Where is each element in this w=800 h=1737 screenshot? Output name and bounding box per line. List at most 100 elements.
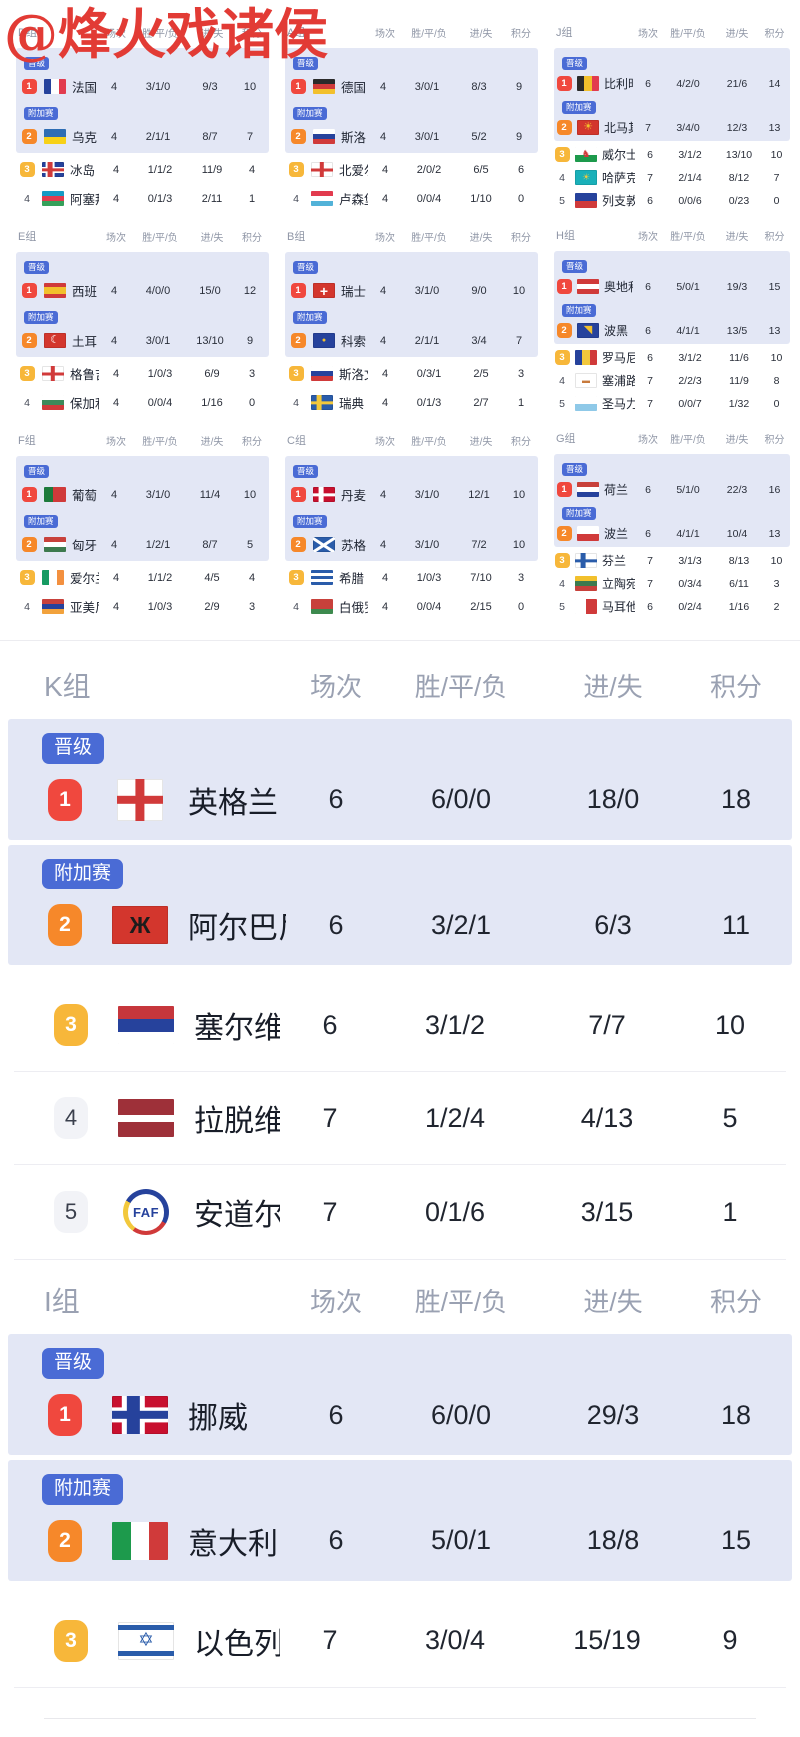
team-row[interactable]: 2 斯洛伐克 4 3/0/1 5/2 9	[287, 122, 536, 151]
team-name: 北爱尔兰	[339, 164, 368, 178]
status-badge-row: 晋级	[556, 457, 788, 478]
stat-points: 11	[721, 909, 751, 940]
team-row[interactable]: 2 匈牙利 4 1/2/1 8/7 5	[18, 530, 267, 559]
team-row[interactable]: 2 苏格兰 4 3/1/0 7/2 10	[287, 530, 536, 559]
group-label: F组	[18, 435, 36, 447]
column-header-games: 场次	[106, 232, 126, 244]
team-row[interactable]: 4 卢森堡 4 0/0/4 1/10 0	[285, 184, 538, 213]
team-row[interactable]: 5 FAF 安道尔 7 0/1/6 3/15 1	[14, 1165, 786, 1259]
team-row[interactable]: 2 ◥ 波黑 6 4/1/1 13/5 13	[556, 319, 788, 342]
stat-games: 6	[645, 527, 651, 540]
stat-games: 6	[645, 483, 651, 496]
team-row[interactable]: 3 ✡ 以色列 7 3/0/4 15/19 9	[14, 1595, 786, 1687]
team-row[interactable]: 4 立陶宛 7 0/3/4 6/11 3	[554, 572, 790, 595]
rank-badge: 3	[288, 570, 304, 585]
team-row[interactable]: 1 挪威 6 6/0/0 29/3 18	[18, 1383, 782, 1451]
team-row[interactable]: 2Ж 阿尔巴尼亚 6 3/2/1 6/3 11	[18, 893, 782, 961]
flag-icon	[311, 191, 333, 206]
team-row[interactable]: 4 ☀ 哈萨克斯坦 7 2/1/4 8/12 7	[554, 166, 790, 189]
flag-cell	[307, 191, 337, 206]
column-header-wdl: 胜/平/负	[670, 28, 706, 40]
rank-badge: 1	[48, 778, 82, 821]
stat-games: 7	[322, 1625, 338, 1656]
flag-icon: ▬	[575, 373, 597, 388]
stat-games: 4	[379, 130, 387, 143]
team-row[interactable]: 3 罗马尼亚 6 3/1/2 11/6 10	[554, 346, 790, 369]
team-row[interactable]: 2 ● 科索沃 4 2/1/1 3/4 7	[287, 326, 536, 355]
rank-cell: 3	[287, 162, 305, 177]
team-row[interactable]: 3 爱尔兰 4 1/1/2 4/5 4	[16, 563, 269, 592]
stat-wdl: 0/1/3	[147, 192, 173, 205]
stat-goals: 1/16	[728, 600, 750, 613]
rank-cell: 5	[554, 396, 570, 411]
stat-wdl: 3/1/0	[414, 284, 440, 297]
team-row[interactable]: 1 法国 4 3/1/0 9/3 10	[18, 72, 267, 101]
team-row[interactable]: 1 + 瑞士 4 3/1/0 9/0 10	[287, 276, 536, 305]
stat-games: 7	[647, 374, 653, 387]
stat-games: 4	[381, 600, 389, 613]
team-row[interactable]: 3 北爱尔兰 4 2/0/2 6/5 6	[285, 155, 538, 184]
team-row[interactable]: 5 圣马力诺 7 0/0/7 1/32 0	[554, 392, 790, 415]
stat-points: 12	[243, 284, 257, 297]
stat-goals: 12/1	[468, 488, 490, 501]
status-badge-row: 晋级	[18, 1346, 782, 1383]
stat-goals: 11/9	[729, 374, 749, 387]
team-row[interactable]: 3 斯洛文尼亚 4 0/3/1 2/5 3	[285, 359, 538, 388]
stat-points: 10	[512, 284, 526, 297]
stat-games: 4	[381, 367, 389, 380]
team-row[interactable]: 4 ▬ 塞浦路斯 7 2/2/3 11/9 8	[554, 369, 790, 392]
team-row[interactable]: 3 希腊 4 1/0/3 7/10 3	[285, 563, 538, 592]
stat-points: 5	[722, 1102, 738, 1133]
team-row[interactable]: 3 芬兰 7 3/1/3 8/13 10	[554, 549, 790, 572]
team-row[interactable]: 3 ♞ 威尔士 6 3/1/2 13/10 10	[554, 143, 790, 166]
group-label: G组	[556, 433, 576, 445]
stat-wdl: 4/1/1	[676, 527, 700, 540]
flag-icon: FAF	[123, 1189, 169, 1236]
flag-cell: FAF	[102, 1189, 190, 1236]
team-row[interactable]: 2 ☀ 北马其顿 7 3/4/0 12/3 13	[556, 116, 788, 139]
team-row[interactable]: 1 荷兰 6 5/1/0 22/3 16	[556, 478, 788, 501]
team-row[interactable]: 1 比利时 6 4/2/0 21/6 14	[556, 72, 788, 95]
team-row[interactable]: 4 阿塞拜疆 4 0/1/3 2/11 1	[16, 184, 269, 213]
status-badge-row: 晋级	[287, 51, 536, 72]
stat-games: 4	[379, 284, 387, 297]
team-row[interactable]: 4 亚美尼亚 4 1/0/3 2/9 3	[16, 592, 269, 621]
rank-badge: 4	[559, 171, 565, 184]
team-row[interactable]: 1 西班牙 4 4/0/0 15/0 12	[18, 276, 267, 305]
team-row[interactable]: 2 意大利 6 5/0/1 18/8 15	[18, 1509, 782, 1577]
flag-cell	[572, 396, 600, 411]
team-row[interactable]: 5 马耳他 6 0/2/4 1/16 2	[554, 595, 790, 618]
team-row[interactable]: 2 ☾ 土耳其 4 3/0/1 13/10 9	[18, 326, 267, 355]
stat-wdl: 1/0/3	[416, 571, 442, 584]
qualification-block: 晋级 1 德国 4 3/0/1 8/3 9 附加赛 2 斯洛伐克 4 3/0/1 5/2 9	[285, 48, 538, 153]
stat-wdl: 4/0/0	[145, 284, 171, 297]
column-header-points: 积分	[764, 28, 785, 40]
team-row[interactable]: 1 英格兰 6 6/0/0 18/0 18	[18, 768, 782, 836]
rank-badge: 2	[556, 526, 572, 541]
column-header-goals: 进/失	[200, 436, 224, 448]
rank-badge: 3	[554, 350, 570, 365]
team-row[interactable]: 1 丹麦 4 3/1/0 12/1 10	[287, 480, 536, 509]
rank-cell: 2	[556, 120, 572, 135]
group-header: H组 场次 胜/平/负 进/失 积分	[554, 225, 790, 249]
team-row[interactable]: 4 白俄罗斯 4 0/0/4 2/15 0	[285, 592, 538, 621]
stat-wdl: 4/1/1	[676, 324, 700, 337]
team-row[interactable]: 3 塞尔维亚 6 3/1/2 7/7 10	[14, 979, 786, 1071]
stat-points: 2	[773, 600, 780, 613]
team-row[interactable]: 3 冰岛 4 1/1/2 11/9 4	[16, 155, 269, 184]
rank-badge: 5	[559, 194, 565, 207]
stat-games: 6	[645, 280, 651, 293]
team-row[interactable]: 1 奥地利 6 5/0/1 19/3 15	[556, 275, 788, 298]
team-row[interactable]: 4 保加利亚 4 0/0/4 1/16 0	[16, 388, 269, 417]
team-name: 格鲁吉亚	[70, 368, 99, 382]
team-row[interactable]: 3 格鲁吉亚 4 1/0/3 6/9 3	[16, 359, 269, 388]
team-row[interactable]: 1 葡萄牙 4 3/1/0 11/4 10	[18, 480, 267, 509]
flag-cell	[307, 570, 337, 585]
team-row[interactable]: 4 瑞典 4 0/1/3 2/7 1	[285, 388, 538, 417]
team-row[interactable]: 5 列支敦士登 6 0/0/6 0/23 0	[554, 189, 790, 212]
team-row[interactable]: 1 德国 4 3/0/1 8/3 9	[287, 72, 536, 101]
team-row[interactable]: 2 波兰 6 4/1/1 10/4 13	[556, 522, 788, 545]
team-row[interactable]: 2 乌克兰 4 2/1/1 8/7 7	[18, 122, 267, 151]
team-row[interactable]: 4 拉脱维亚 7 1/2/4 4/13 5	[14, 1072, 786, 1164]
